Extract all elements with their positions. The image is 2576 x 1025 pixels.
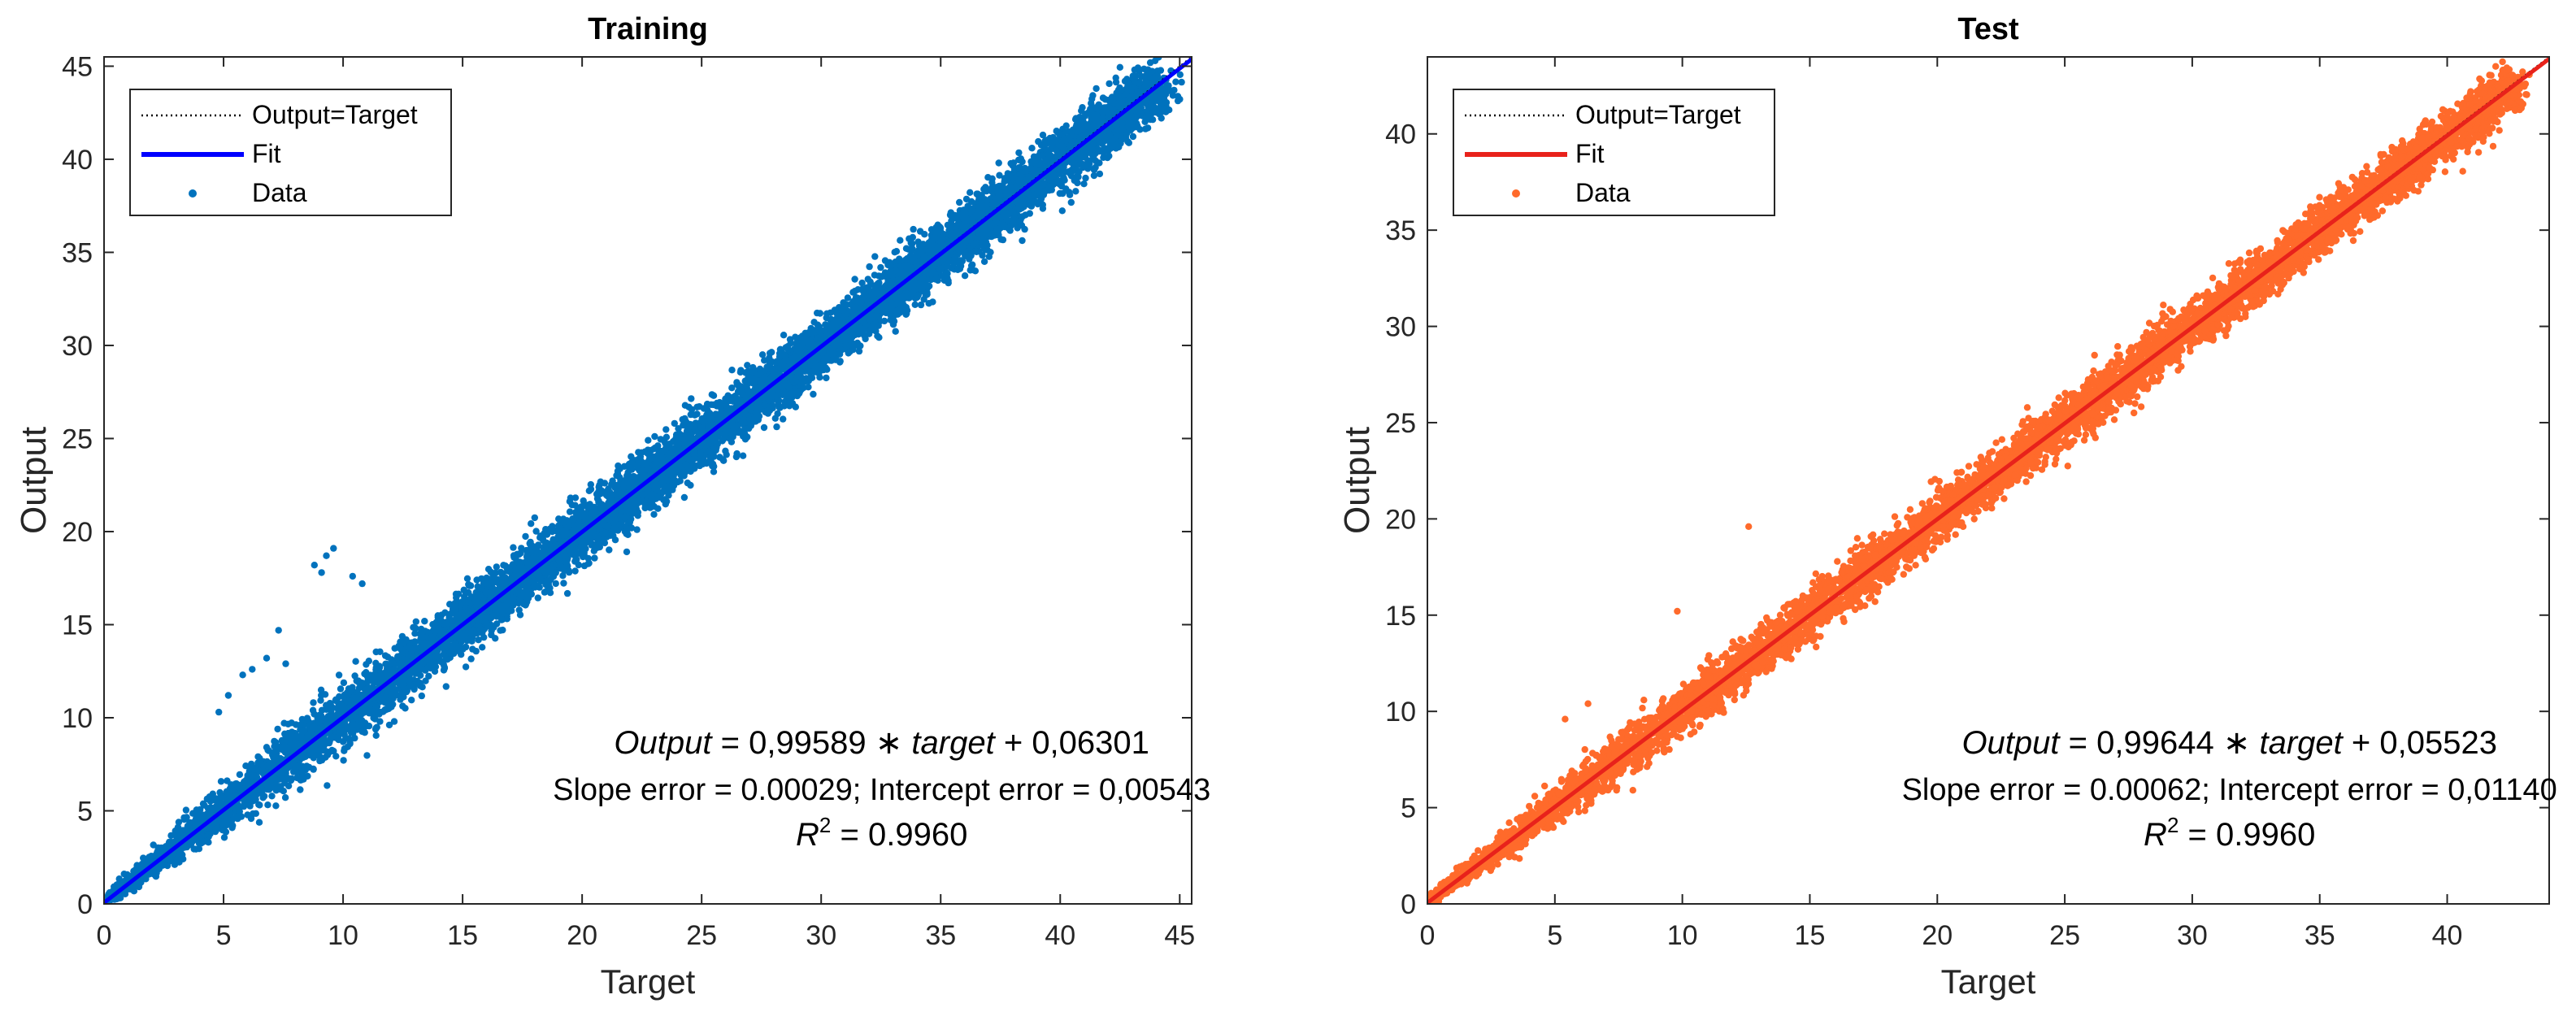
data-point — [623, 548, 631, 556]
data-point — [510, 544, 517, 551]
data-point — [497, 627, 504, 634]
data-point — [422, 677, 429, 684]
data-point — [1058, 207, 1066, 215]
data-point — [780, 332, 788, 339]
data-point — [929, 298, 936, 306]
data-point — [255, 819, 263, 826]
data-point — [744, 362, 751, 369]
data-point — [910, 225, 917, 233]
data-point — [615, 462, 622, 470]
data-point — [469, 645, 476, 653]
data-point — [566, 508, 574, 515]
data-point — [332, 753, 340, 760]
data-point — [385, 721, 393, 729]
data-point — [760, 423, 768, 432]
data-point — [559, 572, 567, 580]
data-point — [761, 357, 768, 364]
data-point — [758, 351, 767, 358]
data-point — [1082, 174, 1089, 182]
data-point — [614, 470, 622, 478]
data-point — [224, 777, 231, 784]
data-point — [418, 692, 425, 700]
data-point — [906, 235, 913, 242]
data-point — [1066, 191, 1074, 198]
data-point — [303, 762, 311, 770]
data-point — [657, 436, 664, 443]
data-point — [493, 620, 501, 628]
data-point — [259, 794, 267, 801]
data-point — [967, 206, 975, 213]
data-point — [332, 697, 339, 704]
data-point — [317, 686, 325, 693]
data-point — [688, 395, 695, 402]
data-point — [552, 580, 559, 588]
data-point — [1172, 78, 1179, 85]
data-point — [996, 172, 1003, 179]
data-point — [646, 504, 654, 511]
data-point — [662, 433, 671, 441]
data-point — [274, 725, 281, 733]
data-point — [596, 481, 603, 489]
data-point — [768, 349, 775, 356]
data-point — [1131, 66, 1139, 74]
data-point — [650, 510, 658, 518]
data-point — [563, 589, 571, 597]
data-point — [710, 468, 718, 476]
data-point — [1176, 71, 1184, 79]
data-point — [858, 279, 866, 287]
data-point — [493, 563, 500, 571]
data-point — [606, 546, 613, 554]
data-point — [844, 294, 852, 302]
data-point — [974, 190, 982, 198]
data-point — [823, 374, 830, 382]
data-point — [771, 415, 779, 422]
data-point — [1096, 159, 1103, 167]
data-point — [1007, 159, 1014, 167]
data-point — [280, 719, 288, 727]
data-point — [442, 683, 450, 690]
data-point — [1035, 137, 1042, 145]
data-point — [297, 786, 304, 793]
data-point — [1093, 85, 1100, 93]
data-point — [220, 834, 228, 841]
data-point — [877, 263, 884, 271]
data-point — [1053, 128, 1060, 135]
data-point — [775, 397, 783, 405]
data-point — [217, 778, 225, 785]
data-point — [1178, 78, 1185, 86]
data-point — [961, 272, 969, 280]
data-point — [518, 545, 525, 552]
data-point — [1028, 145, 1036, 152]
data-point — [310, 699, 317, 706]
data-point — [532, 528, 540, 535]
data-point — [408, 697, 415, 704]
panel-training: 0 5 10 15 20 25 30 35 40 45051015202530354045Trai… — [14, 12, 1210, 1001]
data-point — [324, 782, 331, 789]
data-point — [680, 493, 689, 502]
data-points — [104, 57, 1185, 904]
data-point — [534, 594, 541, 602]
data-point — [376, 718, 384, 725]
data-point — [335, 671, 343, 679]
data-point — [995, 159, 1002, 167]
data-point — [1062, 122, 1070, 129]
data-point — [515, 606, 523, 614]
data-point — [479, 644, 486, 651]
data-point — [328, 746, 336, 754]
data-point — [728, 384, 736, 392]
data-point — [565, 568, 573, 576]
data-point — [462, 663, 470, 671]
data-point — [645, 436, 652, 444]
data-point — [601, 480, 609, 487]
data-point — [182, 806, 190, 814]
data-point — [467, 655, 475, 662]
data-point — [681, 402, 689, 409]
data-point — [662, 426, 670, 433]
data-point — [571, 567, 579, 575]
data-point — [851, 287, 859, 295]
data-point — [944, 270, 951, 277]
